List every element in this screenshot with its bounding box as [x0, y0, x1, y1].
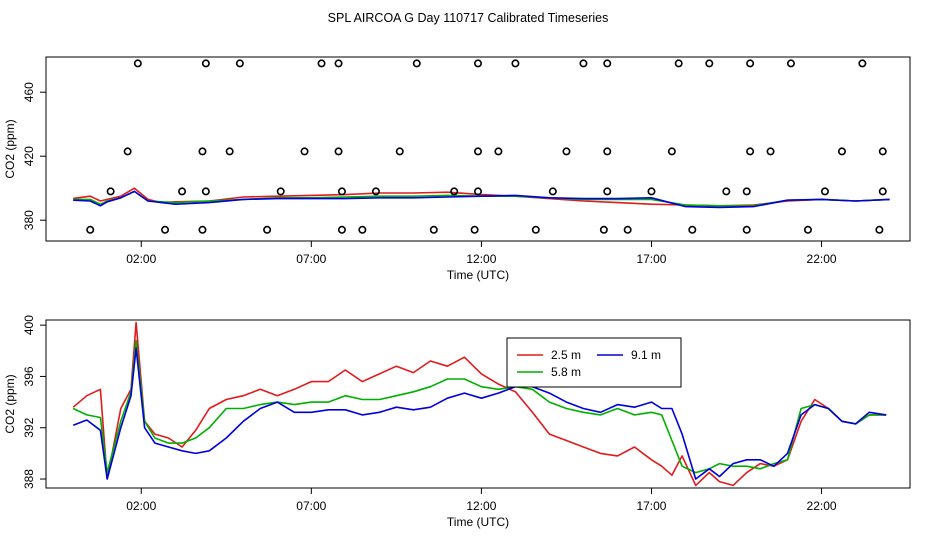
- cal-point: [688, 225, 697, 234]
- x-tick-label: 02:00: [126, 499, 156, 513]
- x-tick-label: 22:00: [807, 252, 837, 266]
- cal-point: [235, 59, 244, 68]
- series-line-5-8-m: [72, 339, 887, 474]
- cal-point: [742, 187, 751, 196]
- x-tick-label: 07:00: [296, 499, 326, 513]
- cal-point: [198, 147, 207, 156]
- legend-label: 5.8 m: [551, 365, 581, 379]
- cal-point: [263, 225, 272, 234]
- cal-point: [123, 147, 132, 156]
- x-tick-label: 12:00: [466, 499, 496, 513]
- cal-point: [317, 59, 326, 68]
- cal-point: [161, 225, 170, 234]
- cal-point: [334, 59, 343, 68]
- cal-point: [562, 147, 571, 156]
- cal-point: [494, 147, 503, 156]
- cal-point: [548, 187, 557, 196]
- figure-title: SPL AIRCOA G Day 110717 Calibrated Times…: [328, 11, 609, 25]
- x-axis-label: Time (UTC): [447, 515, 509, 529]
- y-tick-label: 460: [22, 82, 36, 102]
- legend-label: 2.5 m: [551, 348, 581, 362]
- cal-point: [225, 147, 234, 156]
- series-line-9-1-m: [73, 190, 890, 209]
- cal-point: [201, 187, 210, 196]
- cal-point: [705, 59, 714, 68]
- cal-point: [746, 59, 755, 68]
- cal-point: [412, 59, 421, 68]
- cal-point: [722, 187, 731, 196]
- cal-point: [766, 147, 775, 156]
- cal-point: [337, 187, 346, 196]
- legend-label: 9.1 m: [631, 348, 661, 362]
- cal-point: [337, 225, 346, 234]
- cal-point: [875, 225, 884, 234]
- x-tick-label: 12:00: [466, 252, 496, 266]
- cal-point: [603, 187, 612, 196]
- cal-point: [878, 147, 887, 156]
- cal-point: [603, 147, 612, 156]
- cal-point: [371, 187, 380, 196]
- cal-point: [623, 225, 632, 234]
- x-tick-label: 02:00: [126, 252, 156, 266]
- cal-point: [878, 187, 887, 196]
- cal-point: [599, 225, 608, 234]
- cal-point: [178, 187, 187, 196]
- cal-point: [473, 147, 482, 156]
- x-tick-label: 17:00: [636, 252, 666, 266]
- cal-point: [276, 187, 285, 196]
- cal-point: [647, 187, 656, 196]
- cal-point: [579, 59, 588, 68]
- legend: 2.5 m 5.8 m 9.1 m: [506, 337, 682, 388]
- x-tick-label: 07:00: [296, 252, 326, 266]
- y-tick-label: 380: [22, 210, 36, 230]
- cal-point: [786, 59, 795, 68]
- x-axis-label: Time (UTC): [447, 268, 509, 282]
- plot-frame: [45, 56, 911, 242]
- cal-point: [803, 225, 812, 234]
- top-panel: 02:00 07:00 12:00 17:00 22:00 380 420 460 Time (…: [3, 56, 911, 282]
- y-tick-label: 392: [22, 417, 36, 437]
- cal-point: [473, 59, 482, 68]
- cal-point: [674, 59, 683, 68]
- cal-point: [746, 147, 755, 156]
- y-tick-label: 388: [22, 469, 36, 489]
- series-line-9-1-m: [72, 347, 887, 480]
- cal-point: [106, 187, 115, 196]
- cal-point: [86, 225, 95, 234]
- cal-point: [395, 147, 404, 156]
- y-tick-label: 396: [22, 366, 36, 386]
- cal-point: [470, 225, 479, 234]
- cal-point: [133, 59, 142, 68]
- cal-point: [450, 187, 459, 196]
- cal-point: [334, 147, 343, 156]
- cal-point: [837, 147, 846, 156]
- legend-box: [506, 337, 682, 388]
- cal-point: [820, 187, 829, 196]
- cal-point: [201, 59, 210, 68]
- bottom-panel: 02:00 07:00 12:00 17:00 22:00 388 392 396 400 Tim…: [3, 315, 911, 529]
- x-tick-label: 22:00: [807, 499, 837, 513]
- cal-point: [603, 59, 612, 68]
- y-tick-label: 420: [22, 146, 36, 166]
- cal-point: [667, 147, 676, 156]
- cal-point: [300, 147, 309, 156]
- cal-point: [858, 59, 867, 68]
- cal-point: [429, 225, 438, 234]
- cal-point: [531, 225, 540, 234]
- y-axis-label: CO2 (ppm): [3, 119, 17, 178]
- cal-point: [358, 225, 367, 234]
- y-tick-label: 400: [22, 315, 36, 335]
- cal-point: [742, 225, 751, 234]
- cal-point: [198, 225, 207, 234]
- x-tick-label: 17:00: [636, 499, 666, 513]
- cal-point: [511, 59, 520, 68]
- series-line-2-5-m: [72, 321, 887, 487]
- cal-point: [473, 187, 482, 196]
- y-axis-label: CO2 (ppm): [3, 374, 17, 433]
- plot-frame: [45, 319, 911, 489]
